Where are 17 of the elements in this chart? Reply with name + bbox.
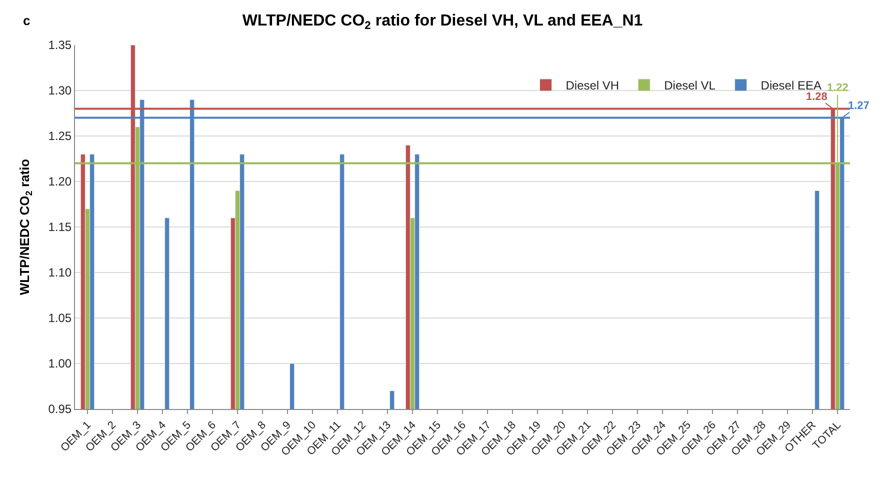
data-label: 1.22 — [827, 82, 848, 94]
legend-label: Diesel EEA — [760, 78, 822, 93]
y-tick-label: 1.20 — [48, 174, 72, 189]
text: c — [23, 13, 30, 28]
data-label: 1.28 — [806, 91, 828, 103]
y-tick-label: 1.35 — [48, 38, 72, 52]
y-tick-label: 1.05 — [48, 311, 72, 326]
y-tick-label: 1.25 — [48, 129, 72, 144]
y-tick-label: 1.30 — [48, 84, 72, 98]
legend-label: Diesel VL — [664, 78, 716, 93]
y-tick-label: 1.00 — [48, 356, 72, 371]
y-tick-label: 0.95 — [48, 402, 72, 416]
y-tick-label: 1.10 — [48, 266, 72, 280]
legend-label: Diesel VH — [566, 78, 620, 93]
chart-title: WLTP/NEDC CO$_{2}$ ratio for Diesel VH, VL and EEA_N1 — [242, 12, 643, 32]
data-label: 1.27 — [848, 100, 870, 112]
y-tick-label: 1.15 — [48, 220, 72, 234]
